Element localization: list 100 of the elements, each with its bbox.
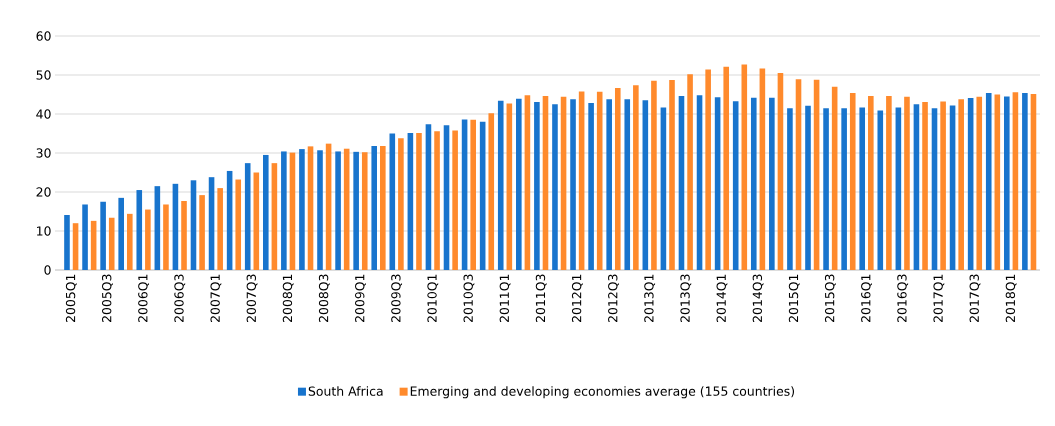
- bar: [335, 151, 341, 270]
- bar: [108, 217, 115, 270]
- bar: [922, 101, 928, 270]
- x-tick-label: 2015Q3: [824, 274, 836, 323]
- bar: [534, 101, 540, 270]
- bar: [497, 100, 504, 270]
- x-tick-label: 2015Q1: [788, 274, 800, 323]
- x-tick-label: 2010Q1: [427, 274, 439, 323]
- y-tick-label: 30: [36, 148, 51, 158]
- x-tick-label: 2018Q1: [1005, 274, 1017, 323]
- bar: [687, 74, 693, 270]
- bar: [126, 213, 133, 270]
- bar: [660, 107, 667, 270]
- x-tick-label: 2009Q3: [391, 274, 403, 323]
- bar: [741, 64, 748, 270]
- bar: [570, 99, 576, 270]
- bar: [614, 87, 621, 270]
- x-tick-label: 2017Q3: [969, 274, 981, 323]
- x-tick-label: 2011Q1: [499, 274, 511, 323]
- x-tick-label: 2013Q3: [680, 274, 692, 323]
- bar: [877, 110, 884, 270]
- bar: [823, 108, 829, 270]
- bar: [163, 204, 169, 270]
- bar: [461, 119, 468, 270]
- bar: [787, 108, 793, 270]
- bar: [841, 108, 847, 270]
- x-tick-label: 2012Q1: [571, 274, 583, 323]
- x-tick-label: 2013Q1: [644, 274, 656, 323]
- y-tick-label: 60: [36, 31, 51, 41]
- x-tick-label: 2009Q1: [355, 274, 366, 323]
- bar: [958, 99, 964, 270]
- y-tick-label: 40: [36, 109, 51, 119]
- y-tick-label: 10: [37, 226, 51, 236]
- y-tick-label: 50: [36, 70, 51, 80]
- bar: [516, 98, 522, 270]
- x-tick-label: 2012Q3: [608, 274, 619, 323]
- y-tick-label: 20: [36, 187, 51, 197]
- bar: [470, 119, 476, 270]
- bar: [136, 190, 143, 270]
- bar: [118, 197, 124, 270]
- x-tick-label: 2010Q3: [463, 274, 475, 323]
- bar: [596, 91, 603, 270]
- bar: [190, 180, 197, 270]
- x-tick-label: 2007Q1: [210, 274, 222, 323]
- bar: [750, 97, 757, 270]
- bar: [868, 96, 874, 270]
- bar: [72, 223, 79, 270]
- bar: [651, 80, 657, 270]
- bar: [624, 99, 631, 270]
- bar: [361, 152, 368, 270]
- x-tick-label: 2008Q1: [282, 274, 294, 323]
- bar: [452, 130, 458, 270]
- legend-label: South Africa: [308, 386, 383, 396]
- bar: [217, 188, 223, 270]
- bar: [353, 151, 359, 270]
- x-tick-label: 2016Q3: [897, 274, 909, 323]
- bar: [633, 85, 639, 270]
- bar: [64, 215, 70, 270]
- bar: [371, 145, 378, 270]
- bar: [82, 204, 88, 270]
- bar: [1022, 92, 1028, 270]
- bar: [317, 150, 323, 270]
- bar: [552, 104, 558, 270]
- bar: [859, 107, 866, 270]
- x-tick-label: 2014Q3: [752, 274, 764, 323]
- bar: [299, 149, 305, 270]
- bar: [199, 195, 205, 270]
- bar: [281, 151, 287, 270]
- bar: [262, 154, 269, 270]
- bar: [145, 209, 151, 270]
- bar: [389, 133, 396, 270]
- bar: [904, 96, 910, 270]
- bar: [181, 200, 187, 270]
- x-tick-label: 2011Q3: [535, 274, 547, 323]
- x-tick-label: 2014Q1: [716, 274, 728, 323]
- bar: [606, 99, 612, 270]
- bar: [416, 133, 422, 270]
- bar: [235, 179, 242, 270]
- bar: [976, 96, 983, 270]
- x-tick-label: 2016Q1: [861, 274, 872, 323]
- bar: [398, 138, 404, 270]
- bar: [886, 96, 892, 270]
- bar: [1004, 96, 1010, 270]
- legend-label: Emerging and developing economies average (155 countries): [410, 386, 795, 399]
- bar: [669, 80, 675, 270]
- bar: [849, 92, 856, 270]
- bar: [244, 163, 251, 270]
- bar: [443, 125, 450, 270]
- x-tick-label: 2006Q1: [138, 274, 149, 323]
- bar: [380, 145, 386, 270]
- y-tick-label: 0: [44, 265, 51, 275]
- bar: [588, 103, 594, 270]
- bar: [100, 201, 106, 270]
- bar: [769, 97, 775, 270]
- x-tick-label: 2017Q1: [933, 274, 945, 323]
- bar: [723, 66, 730, 270]
- bar: [985, 92, 992, 270]
- bar: [488, 113, 495, 270]
- bar: [434, 131, 440, 270]
- bar: [805, 105, 811, 270]
